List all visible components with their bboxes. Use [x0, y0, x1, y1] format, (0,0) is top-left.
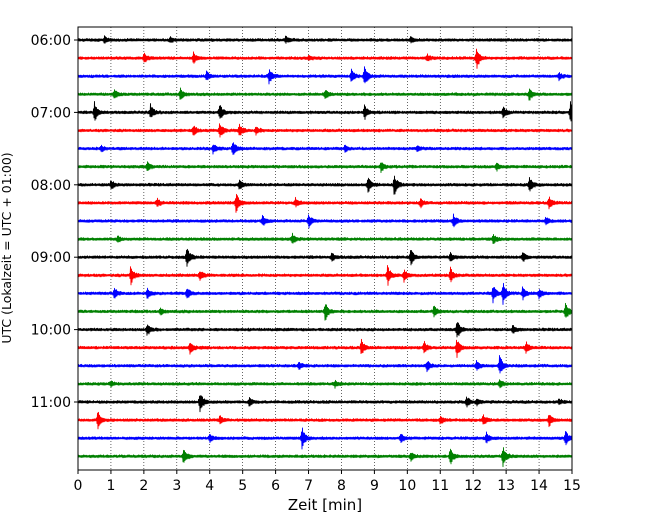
- y-tick-label-08:00: 08:00: [31, 178, 71, 194]
- trace-row-1115: [77, 411, 573, 430]
- trace-row-0615: [77, 48, 573, 69]
- x-tick-label-0: 0: [74, 478, 83, 494]
- trace-row-0845: [77, 232, 573, 244]
- trace-row-0645: [77, 87, 573, 101]
- trace-row-1045: [77, 379, 573, 389]
- y-tick-label-11:00: 11:00: [31, 395, 71, 411]
- x-tick-label-15: 15: [563, 478, 581, 494]
- x-axis-label: Zeit [min]: [288, 496, 362, 514]
- trace-row-1015: [77, 338, 573, 358]
- x-tick-label-1: 1: [106, 478, 115, 494]
- plot-background: [78, 27, 572, 470]
- trace-row-0930: [77, 282, 573, 305]
- x-tick-label-9: 9: [370, 478, 379, 494]
- trace-row-0800: [77, 175, 573, 195]
- x-tick-label-7: 7: [304, 478, 313, 494]
- trace-row-0630: [77, 66, 573, 85]
- trace-row-0945: [77, 302, 573, 321]
- trace-row-0730: [77, 142, 573, 155]
- x-tick-label-6: 6: [271, 478, 280, 494]
- x-tick-label-2: 2: [139, 478, 148, 494]
- trace-row-0815: [77, 193, 573, 213]
- x-tick-label-8: 8: [337, 478, 346, 494]
- x-tick-label-4: 4: [205, 478, 214, 494]
- trace-row-1130: [77, 427, 573, 450]
- trace-row-0915: [77, 264, 573, 286]
- y-tick-label-06:00: 06:00: [31, 33, 71, 49]
- trace-row-0830: [77, 213, 573, 229]
- trace-row-1100: [77, 395, 573, 413]
- y-axis-ticks: 06:00 07:00 08:00 09:00 10:00 11:00: [31, 33, 78, 411]
- y-axis-label: UTC (Lokalzeit = UTC + 01:00): [0, 152, 14, 343]
- trace-row-1030: [77, 355, 573, 374]
- y-tick-label-09:00: 09:00: [31, 250, 71, 266]
- x-tick-label-12: 12: [464, 478, 482, 494]
- trace-row-0715: [77, 123, 573, 138]
- vertical-gridlines: [110, 27, 540, 470]
- seismic-traces: [77, 35, 573, 468]
- x-tick-label-10: 10: [398, 478, 416, 494]
- x-tick-label-13: 13: [497, 478, 515, 494]
- x-axis-ticks: 0 1 2 3 4 5 6 7 8 9 10 11 12 13 14 15: [74, 470, 581, 494]
- trace-row-0900: [77, 248, 573, 267]
- y-tick-label-07:00: 07:00: [31, 105, 71, 121]
- trace-row-1145: [77, 447, 573, 468]
- x-tick-label-14: 14: [530, 478, 548, 494]
- trace-row-1000: [77, 322, 573, 338]
- x-tick-label-3: 3: [172, 478, 181, 494]
- trace-row-0700: [77, 101, 573, 122]
- trace-row-0745: [77, 161, 573, 173]
- x-tick-label-5: 5: [238, 478, 247, 494]
- y-tick-label-10:00: 10:00: [31, 323, 71, 339]
- plot-frame: [77, 26, 573, 471]
- x-tick-label-11: 11: [431, 478, 449, 494]
- trace-row-0600: [77, 35, 573, 44]
